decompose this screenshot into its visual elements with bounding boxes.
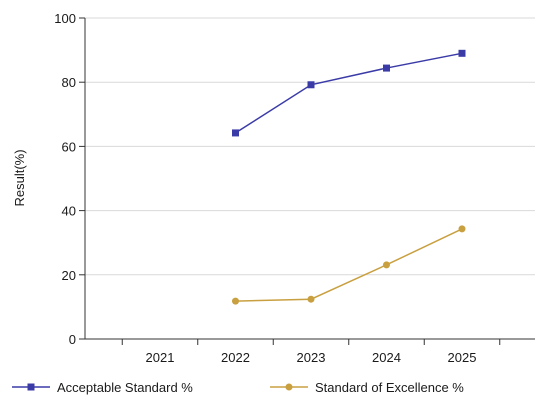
x-tick-labels: 2021 2022 2023 2024 2025 xyxy=(146,350,477,365)
axes xyxy=(79,17,535,345)
series-line-0 xyxy=(235,52,463,134)
legend: Acceptable Standard % Standard of Excelle… xyxy=(12,380,464,395)
y-tick-label: 100 xyxy=(54,11,76,26)
y-tick-labels: 0 20 40 60 80 100 xyxy=(54,11,76,347)
y-tick-label: 80 xyxy=(62,75,76,90)
data-point xyxy=(232,297,239,305)
series-line-1 xyxy=(235,228,463,302)
y-tick-label: 60 xyxy=(62,139,76,154)
x-tick-label-2021: 2021 xyxy=(146,350,175,365)
legend-label: Standard of Excellence % xyxy=(315,380,464,395)
y-tick-label: 40 xyxy=(62,204,76,219)
data-point xyxy=(383,261,390,269)
y-tick-label: 0 xyxy=(69,332,76,347)
y-axis-title: Result(%) xyxy=(12,149,27,206)
legend-swatch-marker xyxy=(27,383,35,391)
legend-swatch-marker xyxy=(285,383,293,391)
x-tick-label-2023: 2023 xyxy=(297,350,326,365)
data-point xyxy=(232,129,239,137)
x-tick-label-2025: 2025 xyxy=(448,350,477,365)
legend-label: Acceptable Standard % xyxy=(57,380,193,395)
gridlines xyxy=(85,17,535,276)
x-tick-label-2024: 2024 xyxy=(372,350,401,365)
series-layer xyxy=(232,49,466,305)
data-point xyxy=(458,225,466,233)
data-point xyxy=(383,64,390,72)
x-tick-label-2022: 2022 xyxy=(221,350,250,365)
data-point xyxy=(458,49,466,57)
data-point xyxy=(307,81,315,89)
y-tick-label: 20 xyxy=(62,268,76,283)
data-point xyxy=(307,295,315,303)
